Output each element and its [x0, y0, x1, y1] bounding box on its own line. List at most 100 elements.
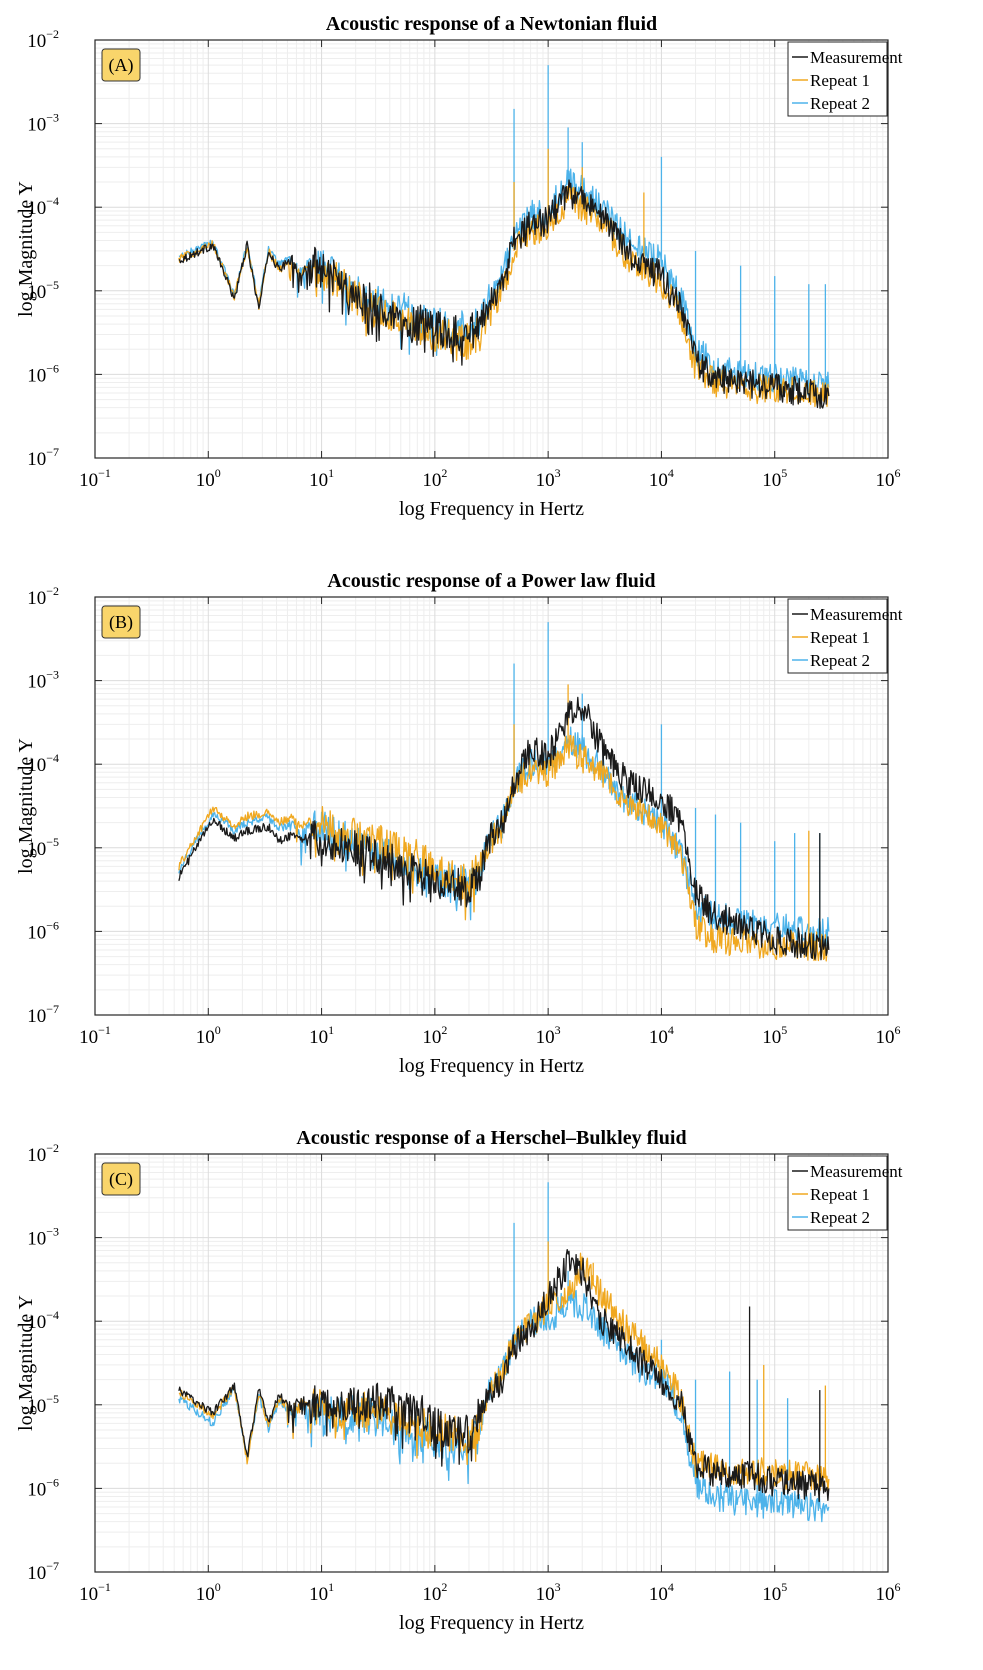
x-axis-label: log Frequency in Hertz [399, 1612, 584, 1634]
axes-box [94, 596, 889, 1016]
y-tick-label: 10−5 [27, 1392, 59, 1417]
x-tick-exponent: 6 [895, 1023, 901, 1037]
x-tick-label: 102 [422, 1023, 447, 1048]
y-tick-exponent: −4 [46, 1308, 59, 1322]
x-tick-exponent: 2 [441, 466, 447, 480]
x-tick-label: 100 [196, 466, 221, 491]
y-tick-base: 10 [27, 365, 46, 386]
badge-box [101, 48, 141, 82]
x-tick-base: 10 [649, 1584, 668, 1605]
y-tick-exponent: −2 [46, 584, 59, 598]
y-tick-exponent: −6 [46, 1475, 59, 1489]
plot-area [95, 597, 888, 1015]
x-tick-exponent: 5 [781, 1023, 787, 1037]
x-tick-exponent: 0 [215, 1023, 221, 1037]
y-tick-exponent: −3 [46, 668, 59, 682]
x-tick-exponent: −1 [98, 1580, 111, 1594]
x-tick-exponent: 5 [781, 466, 787, 480]
x-tick-base: 10 [309, 1584, 328, 1605]
series-line-repeat-1 [178, 734, 830, 962]
y-tick-exponent: −7 [46, 445, 59, 459]
x-tick-base: 10 [422, 470, 441, 491]
x-tick-exponent: 2 [441, 1023, 447, 1037]
x-tick-exponent: 4 [668, 466, 674, 480]
panel-label: (B) [109, 612, 133, 633]
series-line-repeat-2 [178, 726, 830, 947]
x-tick-label: 101 [309, 1580, 334, 1605]
x-tick-label: 102 [422, 1580, 447, 1605]
x-tick-label: 103 [536, 466, 561, 491]
panel-label-badge: (B) [101, 605, 141, 639]
x-tick-base: 10 [196, 470, 215, 491]
x-tick-exponent: 4 [668, 1023, 674, 1037]
x-tick-exponent: 3 [555, 1023, 561, 1037]
x-tick-exponent: 5 [781, 1580, 787, 1594]
chart-b: 10−1 100 101 102 103 104 105 10610−710−610−510−… [15, 570, 903, 1077]
x-tick-exponent: 4 [668, 1580, 674, 1594]
x-tick-exponent: 6 [895, 466, 901, 480]
y-tick-base: 10 [27, 1563, 46, 1584]
y-tick-exponent: −7 [46, 1559, 59, 1573]
x-tick-label: 104 [649, 466, 674, 491]
x-tick-base: 10 [762, 470, 781, 491]
x-tick-base: 10 [536, 1027, 555, 1048]
x-tick-exponent: −1 [98, 466, 111, 480]
series-line-measurement [178, 1248, 830, 1503]
x-tick-base: 10 [649, 470, 668, 491]
x-tick-label: 100 [196, 1580, 221, 1605]
panel-label: (A) [109, 55, 134, 76]
legend-entry: Repeat 1 [810, 628, 870, 647]
legend: Measurement Repeat 1 Repeat 2 [787, 1155, 903, 1231]
x-tick-label: 103 [536, 1580, 561, 1605]
x-tick-base: 10 [876, 470, 895, 491]
series-group [178, 622, 830, 962]
axes-box [94, 1153, 889, 1573]
y-tick-exponent: −5 [46, 1392, 59, 1406]
x-tick-base: 10 [536, 1584, 555, 1605]
x-tick-label: 101 [309, 466, 334, 491]
x-tick-base: 10 [536, 470, 555, 491]
y-tick-base: 10 [27, 1396, 46, 1417]
panel-label: (C) [109, 1169, 133, 1190]
x-tick-label: 105 [762, 466, 787, 491]
y-tick-label: 10−7 [27, 1002, 59, 1027]
y-tick-label: 10−2 [27, 1141, 59, 1166]
x-tick-exponent: 6 [895, 1580, 901, 1594]
legend-entry: Measurement [810, 605, 903, 624]
x-axis-label: log Frequency in Hertz [399, 1055, 584, 1077]
chart-title: Acoustic response of a Herschel–Bulkley … [296, 1127, 686, 1149]
y-tick-label: 10−4 [27, 1308, 59, 1333]
x-tick-base: 10 [196, 1584, 215, 1605]
legend: Measurement Repeat 1 Repeat 2 [787, 598, 903, 674]
y-tick-base: 10 [27, 282, 46, 303]
x-tick-label: 10−1 [79, 1023, 111, 1048]
x-tick-base: 10 [422, 1584, 441, 1605]
y-tick-label: 10−7 [27, 445, 59, 470]
y-tick-base: 10 [27, 839, 46, 860]
plot-area [95, 40, 888, 458]
y-tick-label: 10−7 [27, 1559, 59, 1584]
y-tick-base: 10 [27, 449, 46, 470]
x-tick-exponent: −1 [98, 1023, 111, 1037]
legend-entry: Repeat 1 [810, 71, 870, 90]
x-tick-base: 10 [876, 1584, 895, 1605]
x-tick-exponent: 1 [328, 466, 334, 480]
legend-entry: Repeat 1 [810, 1185, 870, 1204]
y-tick-label: 10−3 [27, 668, 59, 693]
y-axis-label: log Magnitude Y [15, 1295, 37, 1431]
panel-label-badge: (A) [101, 48, 141, 82]
y-tick-exponent: −3 [46, 1225, 59, 1239]
legend-entry: Repeat 2 [810, 1208, 870, 1227]
chart-c: 10−1 100 101 102 103 104 105 10610−710−610−510−… [15, 1127, 903, 1634]
y-tick-base: 10 [27, 1229, 46, 1250]
legend-entry: Repeat 2 [810, 651, 870, 670]
x-tick-label: 101 [309, 1023, 334, 1048]
y-tick-exponent: −3 [46, 111, 59, 125]
x-tick-exponent: 2 [441, 1580, 447, 1594]
legend-entry: Repeat 2 [810, 94, 870, 113]
series-line-measurement [178, 696, 830, 961]
grid [94, 1153, 889, 1573]
y-tick-base: 10 [27, 31, 46, 52]
x-tick-exponent: 3 [555, 1580, 561, 1594]
